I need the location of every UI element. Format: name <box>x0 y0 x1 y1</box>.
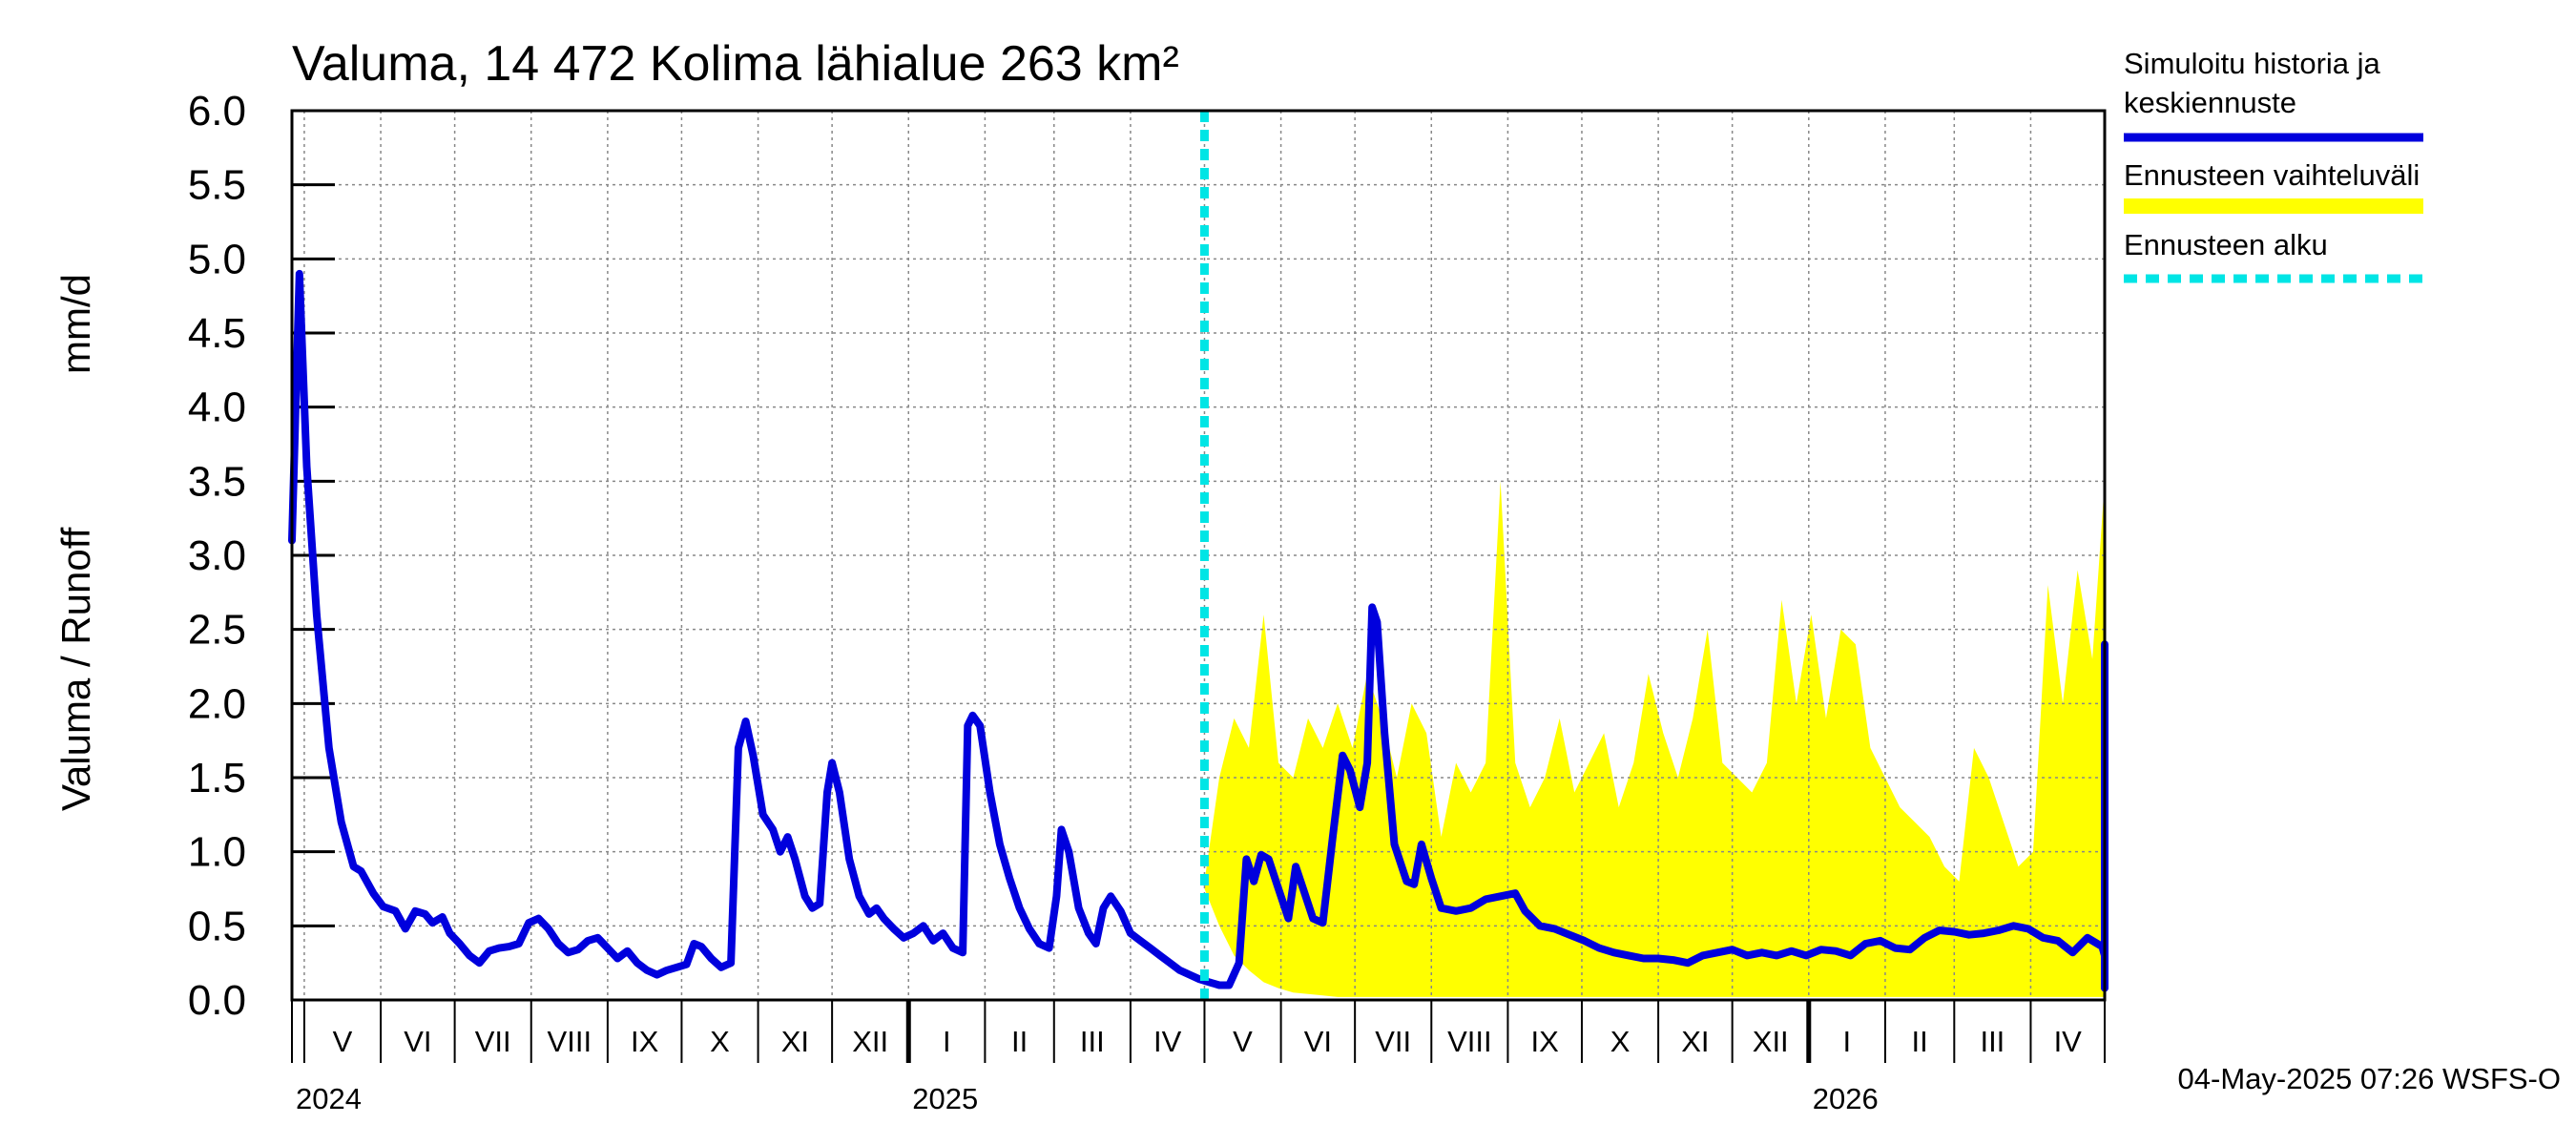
month-label: IX <box>631 1025 659 1058</box>
y-tick-label: 2.5 <box>188 607 246 654</box>
x-axis: V VI VII VIII IX X XI XII I II III IV V VI VII VIII IX X X… <box>291 1000 2106 1115</box>
month-label: VI <box>404 1025 431 1058</box>
forecast-range-band <box>1204 125 2105 997</box>
legend-label: Ennusteen alku <box>2124 228 2328 261</box>
y-tick-label: 4.5 <box>188 310 246 357</box>
y-axis-unit-label: mm/d <box>53 274 98 374</box>
y-tick-label: 0.0 <box>188 977 246 1024</box>
month-label: I <box>943 1025 951 1058</box>
year-label: 2026 <box>1813 1082 1879 1115</box>
month-label: X <box>1610 1025 1631 1058</box>
month-label: VIII <box>548 1025 592 1058</box>
y-tick-label: 6.0 <box>188 88 246 135</box>
y-axis: 0.0 0.5 1.0 1.5 2.0 2.5 3.0 3.5 4.0 4.5 5.0 5.5 6.0 <box>188 88 335 1024</box>
legend-label: Simuloitu historia ja <box>2124 47 2381 80</box>
y-tick-label: 0.5 <box>188 903 246 949</box>
month-label: IX <box>1531 1025 1560 1058</box>
month-label: IV <box>2054 1025 2083 1058</box>
month-label: II <box>1912 1025 1928 1058</box>
month-label: X <box>710 1025 730 1058</box>
year-label: 2025 <box>912 1082 978 1115</box>
y-axis-label: Valuma / Runoff <box>53 527 98 811</box>
y-tick-label: 3.0 <box>188 532 246 579</box>
month-label: VII <box>475 1025 511 1058</box>
month-label: V <box>333 1025 353 1058</box>
chart-title: Valuma, 14 472 Kolima lähialue 263 km² <box>292 36 1179 92</box>
month-label: XII <box>1753 1025 1789 1058</box>
month-label: XI <box>1681 1025 1709 1058</box>
y-tick-label: 1.5 <box>188 755 246 802</box>
month-label: VI <box>1304 1025 1332 1058</box>
legend-label: Ennusteen vaihteluväli <box>2124 158 2420 192</box>
y-tick-label: 5.0 <box>188 236 246 282</box>
forecast-range-area <box>1204 125 2105 997</box>
y-tick-label: 4.0 <box>188 385 246 431</box>
footer-timestamp: 04-May-2025 07:26 WSFS-O <box>2178 1062 2561 1095</box>
month-label: V <box>1233 1025 1253 1058</box>
month-label: III <box>1080 1025 1105 1058</box>
month-label: VII <box>1375 1025 1411 1058</box>
y-tick-label: 3.5 <box>188 458 246 505</box>
year-label: 2024 <box>296 1082 362 1115</box>
legend-label: keskiennuste <box>2124 86 2296 119</box>
month-label: II <box>1011 1025 1028 1058</box>
month-label: XII <box>852 1025 888 1058</box>
plot-frame <box>290 109 2107 1002</box>
y-tick-label: 5.5 <box>188 162 246 209</box>
month-label: VIII <box>1447 1025 1492 1058</box>
month-label: III <box>1980 1025 2005 1058</box>
month-label: XI <box>781 1025 809 1058</box>
legend: Simuloitu historia ja keskiennuste Ennuste… <box>2124 47 2423 283</box>
month-label: I <box>1843 1025 1852 1058</box>
y-tick-label: 1.0 <box>188 829 246 876</box>
y-tick-label: 2.0 <box>188 680 246 727</box>
month-label: IV <box>1153 1025 1182 1058</box>
